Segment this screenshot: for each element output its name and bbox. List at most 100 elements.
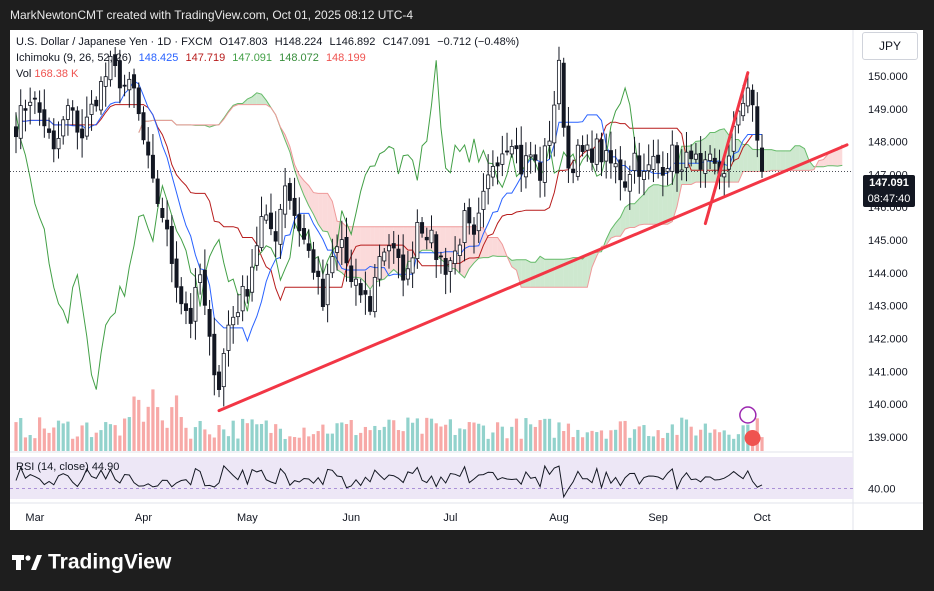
candle-body: [141, 112, 146, 141]
candle-body: [335, 246, 340, 253]
volume-bar: [193, 427, 198, 451]
ichimoku-row[interactable]: Ichimoku (9, 26, 52, 26) 148.425 147.719…: [16, 50, 519, 66]
candle-body: [202, 269, 207, 306]
candle-body: [490, 166, 495, 178]
candle-body: [65, 105, 70, 120]
candle-body: [372, 276, 377, 313]
symbol-label[interactable]: U.S. Dollar / Japanese Yen · 1D · FXCM: [16, 36, 213, 48]
candle-body: [221, 353, 226, 388]
candle-body: [320, 278, 325, 307]
volume-bar: [722, 430, 726, 451]
volume-bar: [52, 427, 56, 451]
volume-bar: [392, 420, 396, 451]
kumo-segment: [384, 226, 390, 279]
volume-bar: [363, 426, 367, 451]
volume-bar: [66, 421, 70, 451]
kumo-segment: [809, 160, 814, 171]
candle-body: [410, 257, 415, 274]
candle-body: [368, 296, 373, 312]
kumo-segment: [341, 222, 347, 278]
kumo-segment: [568, 257, 574, 288]
kumo-segment: [587, 252, 593, 288]
candle-body: [760, 147, 765, 172]
kumo-segment: [525, 259, 531, 288]
candle-body: [287, 183, 292, 201]
candle-body: [462, 210, 467, 243]
candle-body: [231, 316, 236, 326]
volume-bar: [585, 432, 589, 451]
candle-body: [703, 159, 708, 174]
candle-body: [353, 278, 358, 286]
volume-bar: [241, 418, 245, 451]
volume-bar: [292, 437, 297, 451]
candle-body: [32, 97, 37, 100]
volume-bar: [741, 425, 745, 451]
kumo-segment: [322, 193, 328, 232]
volume-bar: [557, 422, 561, 451]
kumo-segment: [790, 145, 796, 171]
candle-body: [127, 78, 132, 91]
kumo-segment: [473, 226, 479, 263]
last-price: 147.091: [869, 177, 909, 189]
currency-button[interactable]: JPY: [862, 32, 918, 60]
volume-bar: [226, 436, 231, 451]
ichimoku-span-a-line: [138, 92, 843, 291]
candle-body: [712, 157, 717, 164]
kumo-segment: [818, 159, 824, 167]
volume-bar: [170, 407, 174, 451]
volume-bar: [519, 438, 523, 451]
volume-bar: [401, 431, 405, 451]
y-tick-label: 150.000: [868, 71, 908, 83]
candle-body: [608, 150, 613, 164]
kumo-segment: [530, 262, 536, 288]
volume-bar: [122, 418, 127, 451]
x-tick-label: May: [237, 512, 258, 524]
volume-bar: [75, 436, 79, 451]
candle-body: [556, 59, 561, 105]
volume-bar: [467, 422, 471, 451]
kumo-segment: [577, 257, 583, 288]
kumo-segment: [648, 184, 654, 225]
candle-body: [561, 62, 566, 128]
volume-bar: [165, 427, 169, 451]
candle-body: [651, 155, 656, 170]
candle-body: [580, 145, 585, 152]
ichimoku-label: Ichimoku (9, 26, 52, 26): [16, 52, 132, 64]
volume-bar: [23, 437, 28, 451]
candle-body: [590, 148, 595, 163]
volume-bar: [80, 425, 84, 451]
bar-countdown: 08:47:40: [867, 193, 911, 205]
chart-frame[interactable]: 139.000 140.000 141.000 142.000 143.000 144.0…: [10, 30, 923, 530]
volume-bar: [259, 423, 264, 451]
x-tick-label: Jul: [443, 512, 457, 524]
volume-bar: [236, 438, 240, 451]
candle-body: [689, 150, 694, 160]
kumo-segment: [492, 237, 498, 257]
kumo-segment: [516, 259, 522, 288]
volume-bar: [245, 423, 249, 451]
header-attribution: MarkNewtonCMT created with TradingView.c…: [10, 8, 414, 22]
volume-bar: [61, 423, 65, 451]
rsi-legend[interactable]: RSI (14, close) 44.90: [16, 461, 119, 473]
volume-bar: [609, 430, 613, 451]
volume-row[interactable]: Vol 168.38 K: [16, 66, 519, 82]
volume-bar: [533, 426, 537, 451]
candle-body: [23, 108, 28, 111]
candle-body: [245, 289, 250, 297]
volume-bar: [415, 418, 419, 451]
candle-body: [726, 155, 731, 170]
volume-bar: [179, 417, 183, 451]
candle-body: [28, 101, 33, 106]
kumo-segment: [407, 226, 413, 262]
price-chart-svg[interactable]: 139.000 140.000 141.000 142.000 143.000 144.0…: [10, 30, 923, 530]
volume-bar: [651, 436, 656, 451]
volume-bar: [760, 437, 764, 451]
candle-body: [679, 169, 684, 172]
kumo-segment: [554, 259, 559, 288]
candle-body: [18, 105, 23, 139]
volume-bar: [599, 430, 604, 451]
candle-body: [56, 137, 61, 150]
volume-bar: [689, 426, 693, 451]
candle-body: [61, 119, 66, 137]
volume-bar: [85, 422, 89, 451]
